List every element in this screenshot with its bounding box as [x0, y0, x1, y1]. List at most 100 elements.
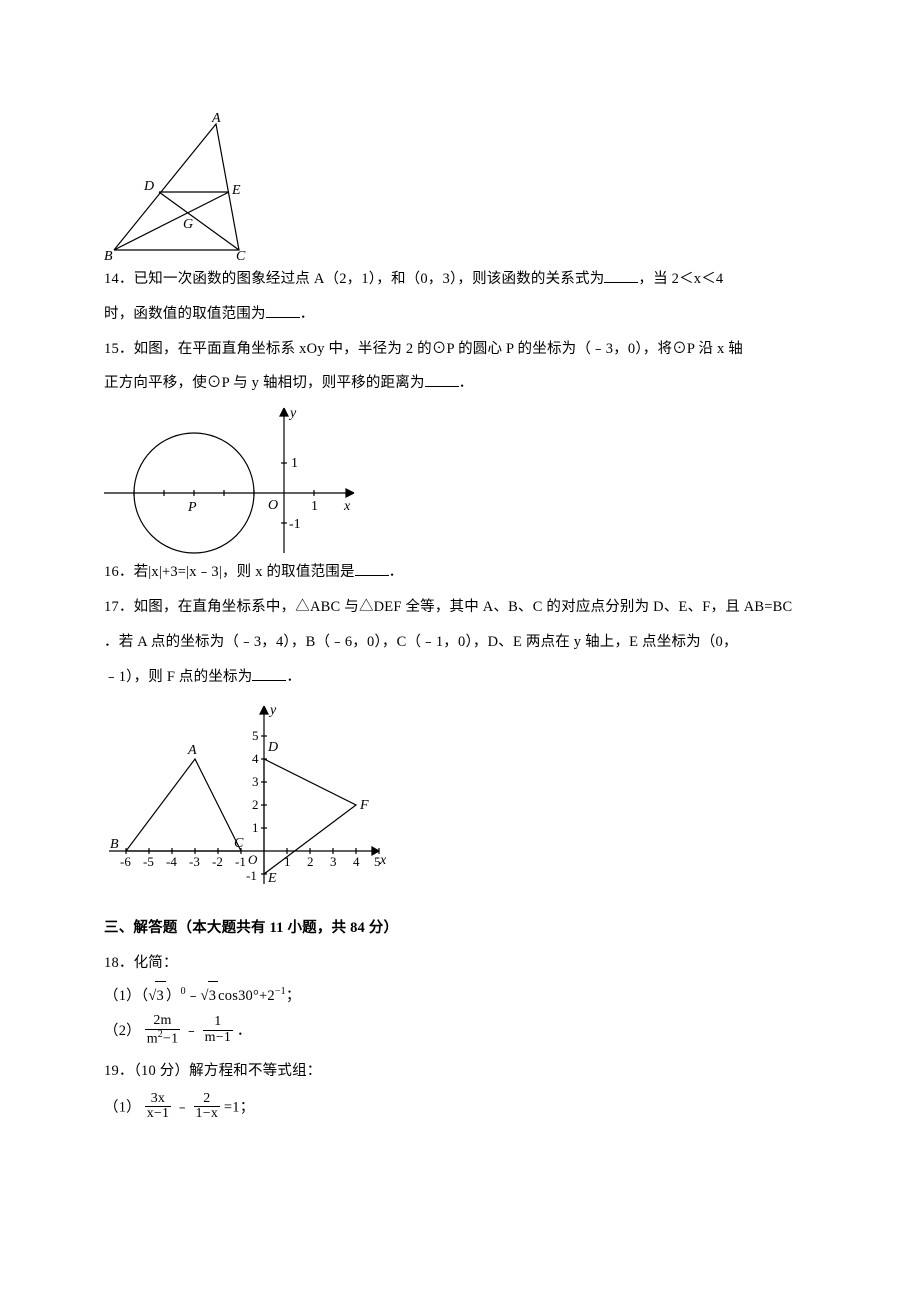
label-G: G	[183, 217, 193, 232]
q14-text-a: 14．已知一次函数的图象经过点 A（2，1），和（0，3），则该函数的关系式为	[104, 271, 604, 287]
label-E: E	[231, 183, 241, 198]
yt: -1	[246, 868, 257, 883]
fraction: 3x x−1	[145, 1092, 172, 1122]
q18-2-end: ．	[237, 1023, 252, 1039]
sqrt-val2: 3	[208, 981, 218, 1011]
q16-text-a: 16．若|x|+3=|x﹣3|，则 x 的取值范围是	[104, 564, 355, 580]
origin-label: O	[268, 498, 278, 513]
xt: -2	[212, 854, 223, 869]
q14-text-b: ，当 2＜x＜4	[638, 271, 723, 287]
sup-neg1: −1	[275, 986, 286, 997]
sqrt-icon: √3	[148, 981, 166, 1011]
q14-text-c: 时，函数值的取值范围为	[104, 306, 266, 322]
q19-1-a: （1）	[104, 1099, 141, 1115]
section-3-heading: 三、解答题（本大题共有 11 小题，共 84 分）	[104, 911, 820, 946]
fraction: 2 1−x	[194, 1092, 221, 1122]
xt: 2	[307, 854, 314, 869]
x-tick-1: 1	[311, 499, 318, 514]
xt: -4	[166, 854, 177, 869]
q18-2-a: （2）	[104, 1023, 141, 1039]
xt: -6	[120, 854, 131, 869]
q18-1-b: ）	[166, 988, 181, 1004]
blank	[425, 372, 459, 387]
spacer	[104, 893, 820, 911]
y-tick-1: 1	[291, 456, 298, 471]
xt: -1	[235, 854, 246, 869]
page: A B C D E G 14．已知一次函数的图象经过点 A（2，1），和（0，3…	[0, 0, 920, 1302]
frac-den: x−1	[145, 1107, 172, 1122]
yt: 5	[252, 728, 259, 743]
axis-x-label: x	[379, 853, 387, 868]
blank	[355, 561, 389, 576]
q17-line3: ﹣1），则 F 点的坐标为 ．	[104, 660, 820, 695]
p-label: P	[187, 500, 197, 515]
q14-text-d: ．	[300, 306, 315, 322]
q18-1-c: ﹣	[186, 988, 201, 1004]
label-F: F	[359, 798, 369, 813]
frac-den: 1−x	[194, 1107, 221, 1122]
sqrt-icon: √3	[201, 981, 219, 1011]
blank	[252, 666, 286, 681]
xt: 4	[353, 854, 360, 869]
label-E: E	[267, 871, 277, 886]
q17-text-b: ．	[286, 669, 301, 685]
q18-1-d: cos30°+2	[218, 988, 275, 1004]
q16-text-b: ．	[389, 564, 404, 580]
q17-line1: 17．如图，在直角坐标系中，△ABC 与△DEF 全等，其中 A、B、C 的对应…	[104, 590, 820, 625]
frac-den: m2−1	[145, 1030, 181, 1047]
axis-y-label: y	[288, 406, 297, 421]
y-tick-neg1: -1	[289, 517, 301, 532]
yt: 3	[252, 774, 259, 789]
xt: -5	[143, 854, 154, 869]
label-C: C	[234, 836, 244, 851]
q15-line2: 正方向平移，使⊙P 与 y 轴相切，则平移的距离为 ．	[104, 366, 820, 401]
figure-q17-triangles: -6 -5 -4 -3 -2 -1 1 2 3 4 5 1 2 3 4 5 -1…	[104, 696, 384, 891]
q15-text-b: ．	[459, 375, 474, 391]
blank	[604, 268, 638, 283]
label-D: D	[267, 740, 278, 755]
sqrt-val: 3	[155, 981, 165, 1011]
q18-head: 18．化简：	[104, 946, 820, 981]
q15-text-a: 正方向平移，使⊙P 与 y 轴相切，则平移的距离为	[104, 375, 425, 391]
fraction: 2m m2−1	[145, 1014, 181, 1047]
label-D: D	[143, 179, 154, 194]
fraction: 1 m−1	[203, 1015, 233, 1045]
q18-2-minus: ﹣	[184, 1023, 199, 1039]
q18-part1: （1）（√3）0﹣√3cos30°+2−1；	[104, 981, 820, 1011]
q19-1-minus: ﹣	[175, 1099, 190, 1115]
q18-part2: （2） 2m m2−1 ﹣ 1 m−1 ．	[104, 1015, 820, 1048]
q14-line2: 时，函数值的取值范围为 ．	[104, 297, 820, 332]
label-A: A	[187, 743, 197, 758]
frac-den: m−1	[203, 1031, 233, 1046]
xt: 3	[330, 854, 337, 869]
figure-q15-circle-axes: y x O P 1 1 -1	[104, 403, 364, 553]
q19-1-eq: =1；	[224, 1099, 255, 1115]
den-m: m	[147, 1031, 158, 1046]
yt: 1	[252, 820, 259, 835]
q16: 16．若|x|+3=|x﹣3|，则 x 的取值范围是 ．	[104, 555, 820, 590]
q18-1-a: （1）（	[104, 988, 148, 1004]
frac-num: 3x	[145, 1092, 172, 1108]
yt: 4	[252, 751, 259, 766]
axis-x-label: x	[343, 499, 351, 514]
frac-num: 1	[203, 1015, 233, 1031]
yt: 2	[252, 797, 259, 812]
q17-text-a: ﹣1），则 F 点的坐标为	[104, 669, 252, 685]
xt: -3	[189, 854, 200, 869]
label-B: B	[110, 837, 119, 852]
q19-part1: （1） 3x x−1 ﹣ 2 1−x =1；	[104, 1093, 820, 1123]
frac-num: 2	[194, 1092, 221, 1108]
q17-line2: ．若 A 点的坐标为（﹣3，4），B（﹣6，0），C（﹣1，0），D、E 两点在…	[104, 625, 820, 660]
blank	[266, 303, 300, 318]
axis-y-label: y	[268, 703, 277, 718]
origin-label: O	[248, 852, 258, 867]
q14-line1: 14．已知一次函数的图象经过点 A（2，1），和（0，3），则该函数的关系式为 ，…	[104, 262, 820, 297]
frac-num: 2m	[145, 1014, 181, 1030]
label-A: A	[211, 111, 221, 126]
xt: 1	[284, 854, 291, 869]
q18-1-e: ；	[286, 988, 301, 1004]
figure-q13-triangle: A B C D E G	[104, 112, 264, 260]
den-tail: −1	[163, 1031, 178, 1046]
q19-head: 19．（10 分）解方程和不等式组：	[104, 1054, 820, 1089]
q15-line1: 15．如图，在平面直角坐标系 xOy 中，半径为 2 的⊙P 的圆心 P 的坐标…	[104, 332, 820, 367]
